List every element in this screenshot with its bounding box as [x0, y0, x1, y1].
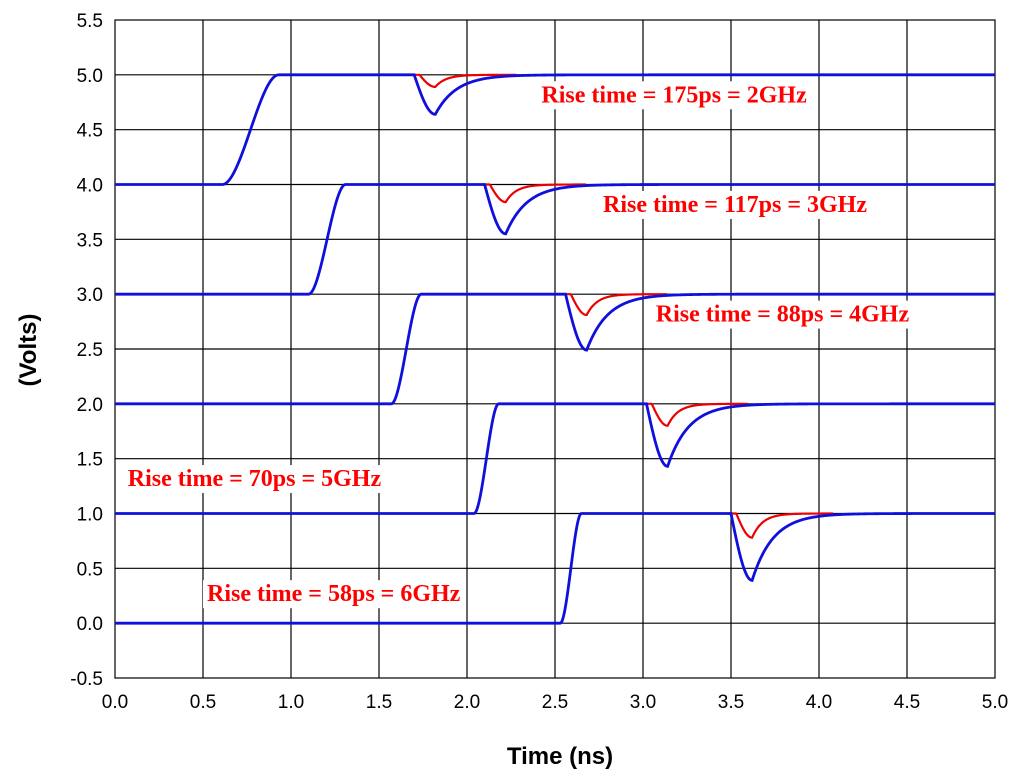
x-axis-title: Time (ns): [507, 743, 613, 770]
y-tick-label: 5.5: [77, 11, 103, 32]
rise-time-annotation: Rise time = 58ps = 6GHz: [203, 580, 465, 609]
blue-waveform-line: [115, 292, 995, 406]
grid: [114, 19, 996, 679]
red-crosstalk-line: [562, 293, 667, 317]
rise-time-annotation: Rise time = 175ps = 2GHz: [537, 81, 812, 110]
y-tick-label: 4.5: [77, 121, 103, 142]
y-tick-label: 5.0: [77, 66, 103, 87]
annotation-background: [537, 81, 812, 110]
x-tick-label: 4.0: [806, 692, 832, 713]
y-axis-title: (Volts): [15, 314, 42, 387]
x-tick-label: 2.0: [454, 692, 480, 713]
annotation-background: [599, 190, 872, 219]
red-crosstalk-line: [727, 512, 834, 539]
tick-labels: 0.0 0.5 1.0 1.5 2.0 2.5 3.0 3.5 4.0 4.5 5.0 5.5 5.0 4…: [70, 11, 1008, 713]
rise-time-label: Rise time = 175ps = 2GHz: [541, 82, 807, 108]
rise-time-label: Rise time = 58ps = 6GHz: [207, 581, 461, 607]
blue-waveform-line: [115, 73, 995, 186]
blue-waveform-line: [115, 183, 995, 296]
y-tick-label: 4.0: [77, 176, 103, 197]
rise-time-annotation: Rise time = 88ps = 4GHz: [651, 300, 914, 329]
x-tick-label: 3.5: [718, 692, 744, 713]
x-tick-label: 0.0: [102, 692, 128, 713]
y-tick-label: -0.5: [70, 669, 103, 690]
x-tick-label: 2.5: [542, 692, 568, 713]
annotation-background: [651, 300, 914, 329]
blue-waveform-line: [115, 402, 995, 515]
rise-time-annotation: Rise time = 117ps = 3GHz: [599, 190, 872, 219]
rise-time-annotation: Rise time = 70ps = 5GHz: [123, 465, 386, 494]
red-crosstalk-line: [481, 183, 586, 204]
annotations: Rise time = 175ps = 2GHz Rise time = 117p…: [123, 81, 914, 609]
red-crosstalk-line: [643, 402, 748, 427]
rise-time-label: Rise time = 70ps = 5GHz: [128, 466, 382, 492]
annotation-background: [123, 465, 386, 494]
x-tick-label: 3.0: [630, 692, 656, 713]
y-tick-label: 0.5: [77, 559, 103, 580]
x-tick-label: 4.5: [894, 692, 920, 713]
annotation-background: [203, 580, 465, 609]
x-tick-label: 1.0: [278, 692, 304, 713]
y-tick-label: 3.0: [77, 285, 103, 306]
series-lines: [115, 73, 995, 625]
rise-time-label: Rise time = 117ps = 3GHz: [603, 192, 867, 218]
rise-time-label: Rise time = 88ps = 4GHz: [656, 302, 910, 328]
red-crosstalk-line: [410, 73, 517, 89]
y-tick-label: 1.5: [77, 450, 103, 471]
y-tick-label: 1.0: [77, 505, 103, 526]
x-tick-label: 1.5: [366, 692, 392, 713]
blue-waveform-line: [115, 512, 995, 625]
y-tick-label: 2.0: [77, 395, 103, 416]
y-tick-label: 2.5: [77, 340, 103, 361]
y-tick-label: 0.0: [77, 614, 103, 635]
x-tick-label: 0.5: [190, 692, 216, 713]
x-tick-label: 5.0: [982, 692, 1008, 713]
y-tick-label: 3.5: [77, 230, 103, 251]
